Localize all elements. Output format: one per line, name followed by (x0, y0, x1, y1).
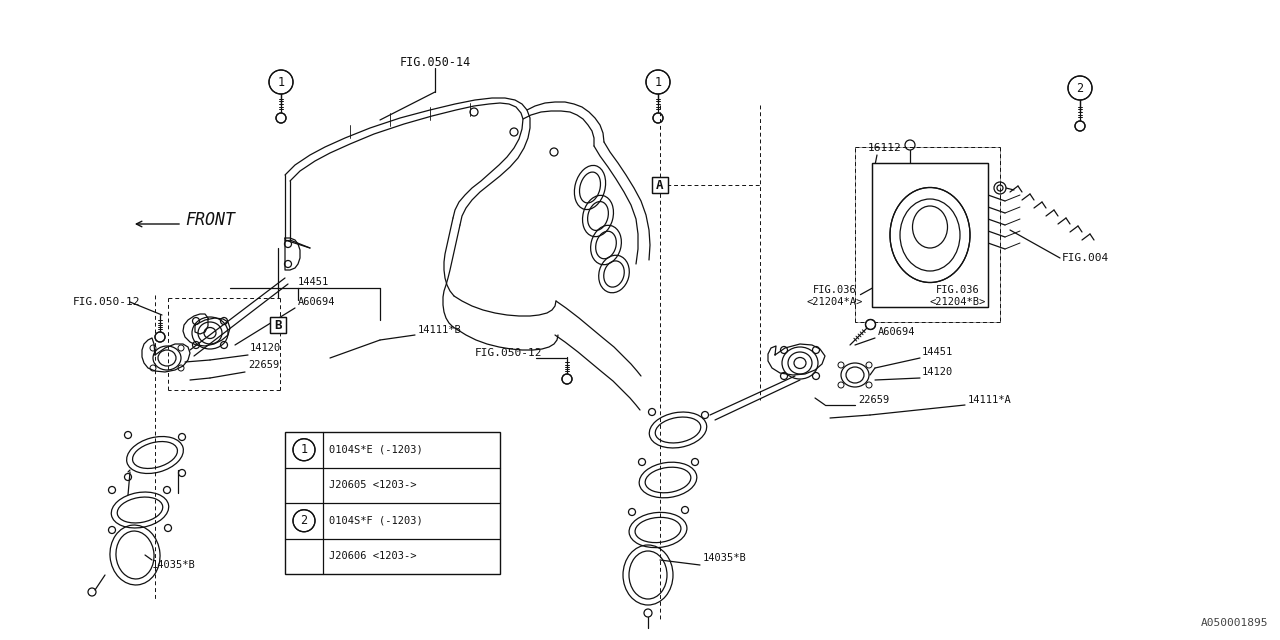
Circle shape (293, 509, 315, 532)
Text: FRONT: FRONT (186, 211, 236, 229)
Text: 2: 2 (1076, 81, 1084, 95)
Text: FIG.036: FIG.036 (936, 285, 980, 295)
Text: FIG.050-12: FIG.050-12 (73, 297, 141, 307)
Bar (285, 432, 500, 574)
Text: 1: 1 (654, 76, 662, 88)
Text: 14120: 14120 (250, 343, 282, 353)
Bar (652, 177, 668, 193)
Text: <21204*B>: <21204*B> (929, 297, 986, 307)
Text: 14035*B: 14035*B (703, 553, 746, 563)
Text: A050001895: A050001895 (1201, 618, 1268, 628)
Text: 22659: 22659 (248, 360, 279, 370)
Text: 0104S*F (-1203): 0104S*F (-1203) (329, 516, 422, 525)
Text: 14451: 14451 (298, 277, 329, 287)
Circle shape (155, 332, 165, 342)
Circle shape (653, 113, 663, 123)
Bar (872, 163, 988, 307)
Circle shape (276, 113, 285, 123)
Text: J20605 <1203->: J20605 <1203-> (329, 480, 416, 490)
Text: FIG.050-14: FIG.050-14 (399, 56, 471, 68)
Text: 0104S*E (-1203): 0104S*E (-1203) (329, 445, 422, 455)
Text: 14451: 14451 (922, 347, 954, 357)
Circle shape (865, 319, 876, 330)
Circle shape (293, 439, 315, 461)
Circle shape (646, 70, 669, 94)
Ellipse shape (890, 188, 970, 282)
Bar (652, 177, 668, 193)
Bar (270, 317, 285, 333)
Text: 14035*B: 14035*B (152, 560, 196, 570)
Text: 22659: 22659 (858, 395, 890, 405)
Text: J20606 <1203->: J20606 <1203-> (329, 551, 416, 561)
Text: 14111*A: 14111*A (968, 395, 1011, 405)
Circle shape (876, 171, 888, 183)
Circle shape (1068, 76, 1092, 100)
Circle shape (972, 287, 984, 299)
Text: 1: 1 (278, 76, 284, 88)
Text: FIG.050-12: FIG.050-12 (475, 348, 543, 358)
Circle shape (269, 70, 293, 94)
Bar (270, 317, 285, 333)
Text: A: A (657, 179, 664, 191)
Bar (855, 147, 1000, 322)
Text: B: B (274, 319, 282, 332)
Text: A60694: A60694 (878, 327, 915, 337)
Bar (872, 163, 988, 307)
Text: 1: 1 (301, 444, 307, 456)
Text: A60694: A60694 (298, 297, 335, 307)
Text: 14111*B: 14111*B (419, 325, 462, 335)
Text: 2: 2 (301, 515, 307, 527)
Text: <21204*A>: <21204*A> (806, 297, 863, 307)
Circle shape (876, 287, 888, 299)
Text: 16112: 16112 (868, 143, 901, 153)
Text: FIG.004: FIG.004 (1062, 253, 1110, 263)
Circle shape (972, 171, 984, 183)
Text: 14120: 14120 (922, 367, 954, 377)
Circle shape (1075, 121, 1085, 131)
Text: FIG.036: FIG.036 (813, 285, 856, 295)
Circle shape (562, 374, 572, 384)
